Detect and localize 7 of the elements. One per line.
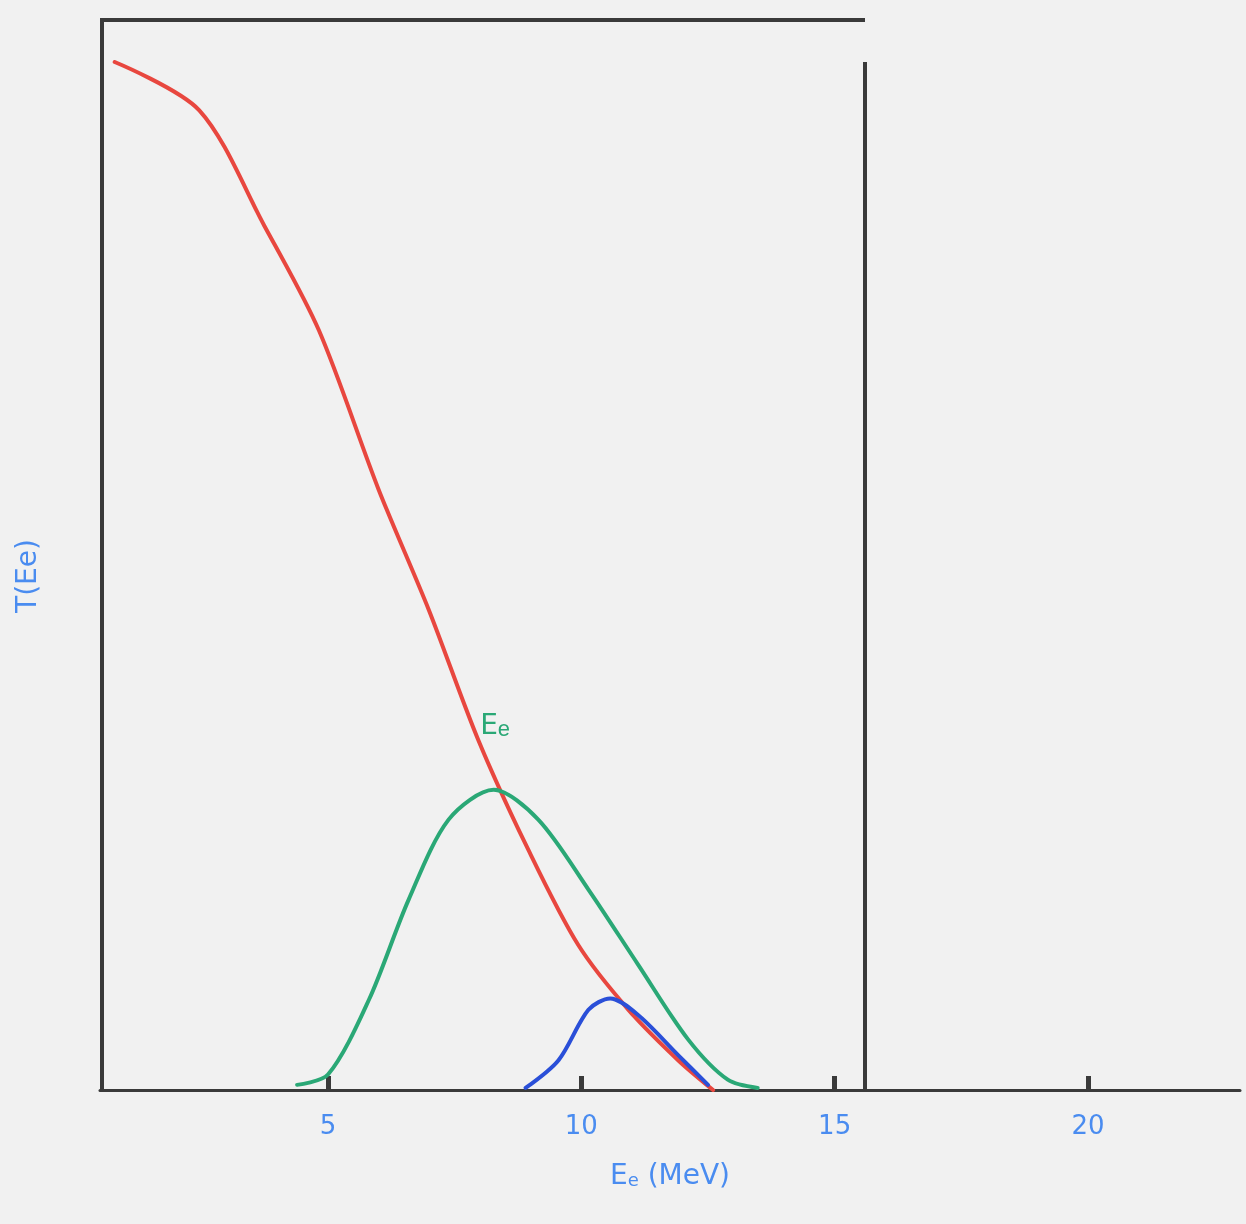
x-tick-label: 10	[564, 1110, 598, 1140]
annotation: Ee	[480, 707, 511, 741]
x-axis-title: Ee (MeV)	[609, 1157, 731, 1191]
x-tick-label: 5	[319, 1110, 337, 1140]
x-tick-label: 15	[818, 1110, 852, 1140]
y-axis-title: T(Ee)	[9, 539, 43, 614]
x-tick-label: 20	[1071, 1110, 1105, 1140]
